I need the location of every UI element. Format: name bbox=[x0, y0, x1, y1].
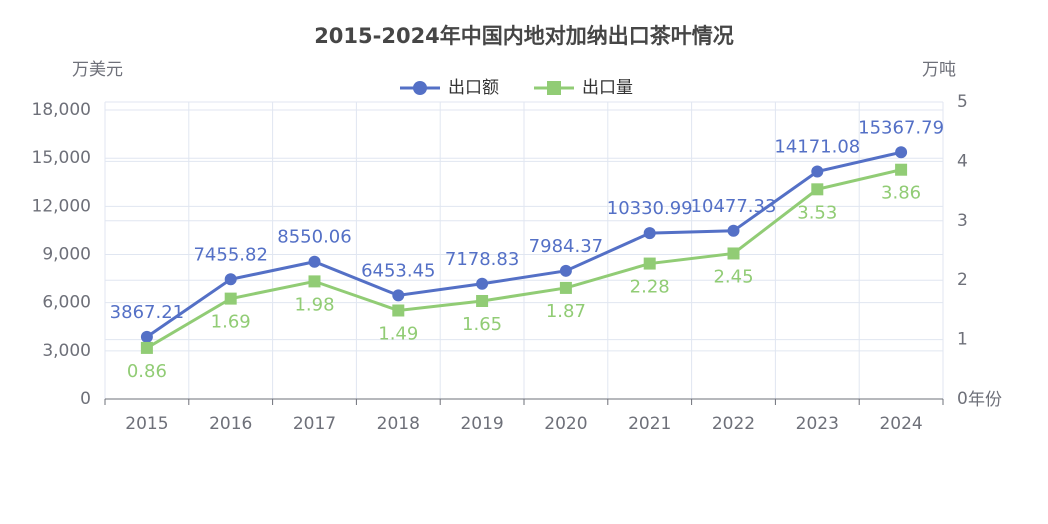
point bbox=[224, 273, 237, 286]
point bbox=[643, 227, 656, 240]
series-line bbox=[146, 168, 902, 350]
data-label: 14171.08 bbox=[774, 136, 860, 157]
data-label: 10477.33 bbox=[691, 196, 777, 217]
x-tick-label: 2019 bbox=[460, 414, 503, 434]
chart-title: 2015-2024年中国内地对加纳出口茶叶情况 bbox=[314, 24, 734, 48]
y-tick-label: 0 bbox=[80, 389, 91, 409]
x-tick-label: 2016 bbox=[209, 414, 252, 434]
point bbox=[392, 304, 405, 317]
y2-axis-label: 万吨 bbox=[922, 60, 956, 80]
y-tick-label: 12,000 bbox=[32, 196, 91, 216]
data-label: 3867.21 bbox=[110, 302, 184, 323]
point bbox=[224, 292, 237, 305]
point bbox=[308, 275, 321, 288]
x-tick-label: 2024 bbox=[879, 414, 922, 434]
point bbox=[643, 257, 656, 270]
data-label: 2.45 bbox=[713, 266, 753, 287]
data-label: 6453.45 bbox=[361, 260, 435, 281]
x-axis-label: 年份 bbox=[968, 390, 1002, 410]
y-tick-label: 9,000 bbox=[42, 245, 91, 265]
y-tick-label: 3,000 bbox=[42, 341, 91, 361]
x-tick-label: 2018 bbox=[377, 414, 420, 434]
point bbox=[727, 224, 740, 237]
data-label: 15367.79 bbox=[858, 117, 944, 138]
y-tick-label: 15,000 bbox=[32, 148, 91, 168]
data-label: 1.65 bbox=[462, 314, 502, 335]
point bbox=[476, 294, 489, 307]
data-label: 2.28 bbox=[630, 277, 670, 298]
x-tick-label: 2023 bbox=[796, 414, 839, 434]
point bbox=[308, 255, 321, 268]
y2-tick-label: 3 bbox=[957, 211, 968, 231]
y2-tick-label: 1 bbox=[957, 330, 968, 350]
point bbox=[392, 289, 405, 302]
data-label: 1.98 bbox=[294, 294, 334, 315]
point bbox=[811, 165, 824, 178]
data-label: 8550.06 bbox=[277, 227, 351, 248]
data-label: 1.69 bbox=[211, 312, 251, 333]
point bbox=[895, 163, 908, 176]
series-line bbox=[146, 150, 902, 339]
data-label: 1.87 bbox=[546, 301, 586, 322]
data-label: 7984.37 bbox=[529, 236, 603, 257]
point bbox=[140, 341, 153, 354]
x-tick-label: 2020 bbox=[544, 414, 587, 434]
point bbox=[727, 247, 740, 260]
y2-tick-label: 4 bbox=[957, 151, 968, 171]
legend-label: 出口量 bbox=[582, 78, 633, 98]
data-label: 1.49 bbox=[378, 323, 418, 344]
x-tick-label: 2017 bbox=[293, 414, 336, 434]
point bbox=[140, 330, 153, 343]
legend-marker bbox=[413, 81, 427, 95]
point bbox=[559, 264, 572, 277]
x-tick-label: 2015 bbox=[125, 414, 168, 434]
legend-marker bbox=[547, 81, 561, 95]
y-tick-label: 18,000 bbox=[32, 100, 91, 120]
x-tick-label: 2021 bbox=[628, 414, 671, 434]
point bbox=[895, 146, 908, 159]
data-label: 7455.82 bbox=[193, 244, 267, 265]
y-axis-label: 万美元 bbox=[72, 60, 123, 80]
y2-tick-label: 0 bbox=[957, 389, 968, 409]
y-tick-label: 6,000 bbox=[42, 293, 91, 313]
point bbox=[476, 277, 489, 290]
y2-tick-label: 5 bbox=[957, 92, 968, 112]
data-label: 3.86 bbox=[881, 183, 921, 204]
data-label: 7178.83 bbox=[445, 249, 519, 270]
x-tick-label: 2022 bbox=[712, 414, 755, 434]
data-label: 10330.99 bbox=[607, 198, 693, 219]
y2-tick-label: 2 bbox=[957, 270, 968, 290]
legend-label: 出口额 bbox=[448, 78, 499, 98]
data-label: 3.53 bbox=[797, 202, 837, 223]
point bbox=[559, 281, 572, 294]
data-label: 0.86 bbox=[127, 361, 167, 382]
point bbox=[811, 183, 824, 196]
